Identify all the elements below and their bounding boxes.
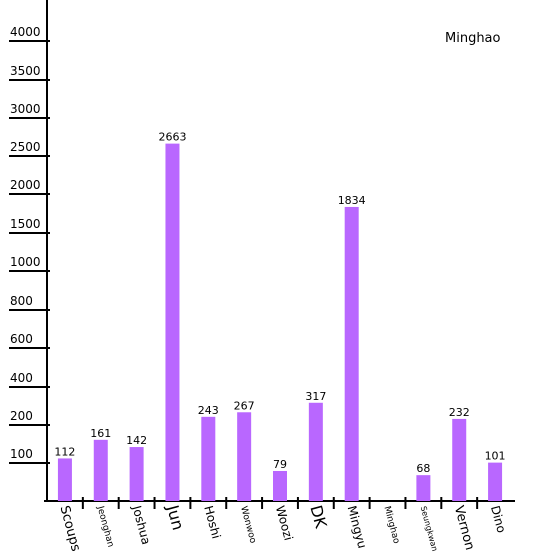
- bar-value-label: 232: [449, 406, 470, 419]
- bar-value-label: 101: [485, 450, 506, 463]
- y-tick-label: 3000: [10, 102, 41, 116]
- y-axis-ticks: 100 200 400 600 800 1000 1500 2000 2500 3000 3500 4…: [9, 25, 50, 464]
- y-tick-label: 2000: [10, 178, 41, 192]
- x-category-label: Wonwoo: [238, 505, 258, 545]
- x-axis-labels: Scoups Jeonghan Joshua Jun Hoshi Wonwoo Woozi D…: [57, 502, 509, 553]
- y-tick-label: 4000: [10, 25, 41, 39]
- x-category-label: Mingyu: [345, 504, 370, 550]
- value-labels: 112 161 142 2663 243 267 79 317 1834 68 232 101: [54, 131, 505, 476]
- x-category-label: Hoshi: [201, 504, 223, 540]
- bar: [201, 416, 216, 501]
- y-tick-label: 1000: [10, 255, 41, 269]
- x-category-label: Seungkwan: [419, 505, 440, 552]
- bar: [237, 412, 252, 501]
- bar-value-label: 112: [54, 445, 75, 458]
- x-category-label: Dino: [488, 504, 509, 534]
- bar: [452, 418, 467, 501]
- bar-value-label: 1834: [338, 194, 366, 207]
- bar: [308, 402, 323, 501]
- bar-value-label: 142: [126, 434, 147, 447]
- x-category-label: Minghao: [381, 505, 401, 545]
- y-tick-label: 1500: [10, 217, 41, 231]
- x-category-label: Scoups: [57, 504, 84, 553]
- x-category-label: DK: [306, 503, 330, 530]
- y-tick-label: 400: [10, 371, 33, 385]
- y-tick-label: 800: [10, 294, 33, 308]
- bar: [273, 470, 287, 501]
- bars: [57, 143, 503, 501]
- y-tick-label: 3500: [10, 64, 41, 78]
- bar-value-label: 267: [234, 399, 255, 412]
- x-category-label: Jeonghan: [94, 504, 115, 548]
- x-category-label: Joshua: [129, 503, 153, 546]
- bar: [488, 462, 503, 501]
- chart-title: Minghao: [445, 31, 501, 46]
- bar-value-label: 68: [416, 462, 430, 475]
- bar-value-label: 243: [198, 404, 219, 417]
- y-tick-label: 600: [10, 332, 33, 346]
- bar: [93, 439, 108, 501]
- bar: [344, 206, 359, 501]
- bar: [129, 447, 144, 501]
- bar: [416, 475, 431, 501]
- y-tick-label: 100: [10, 447, 33, 461]
- x-category-label: Vernon: [451, 504, 477, 552]
- bar-value-label: 161: [90, 427, 111, 440]
- bar-value-label: 2663: [158, 131, 186, 144]
- axes: [44, 0, 515, 509]
- bar-value-label: 317: [305, 390, 326, 403]
- bar: [57, 458, 72, 501]
- bar-value-label: 79: [273, 458, 287, 471]
- y-tick-label: 2500: [10, 140, 41, 154]
- x-category-label: Jun: [163, 502, 188, 532]
- x-category-label: Woozi: [273, 504, 296, 542]
- bar: [165, 143, 180, 501]
- y-tick-label: 200: [10, 409, 33, 423]
